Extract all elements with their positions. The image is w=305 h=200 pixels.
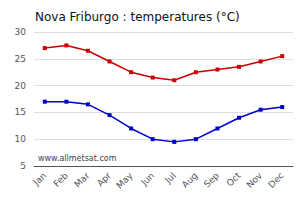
- svg-text:Jun: Jun: [139, 170, 157, 188]
- svg-text:Dec: Dec: [266, 170, 285, 189]
- svg-text:10: 10: [15, 134, 27, 144]
- svg-text:www.allmetsat.com: www.allmetsat.com: [38, 154, 117, 163]
- svg-text:15: 15: [15, 107, 26, 117]
- svg-text:Mar: Mar: [72, 170, 91, 189]
- svg-text:Feb: Feb: [52, 170, 71, 189]
- svg-text:Apr: Apr: [95, 170, 113, 188]
- svg-text:25: 25: [15, 54, 26, 64]
- svg-text:Aug: Aug: [180, 170, 199, 189]
- svg-text:Oct: Oct: [225, 170, 243, 188]
- svg-text:5: 5: [20, 161, 26, 171]
- svg-text:Jul: Jul: [162, 170, 177, 185]
- svg-text:30: 30: [15, 27, 27, 37]
- svg-text:Nov: Nov: [245, 170, 265, 190]
- svg-text:May: May: [114, 170, 135, 191]
- svg-text:Sep: Sep: [202, 170, 221, 189]
- svg-text:20: 20: [15, 81, 27, 91]
- svg-text:Jan: Jan: [31, 170, 49, 188]
- svg-text:Nova Friburgo : temperatures (: Nova Friburgo : temperatures (°C): [35, 10, 240, 24]
